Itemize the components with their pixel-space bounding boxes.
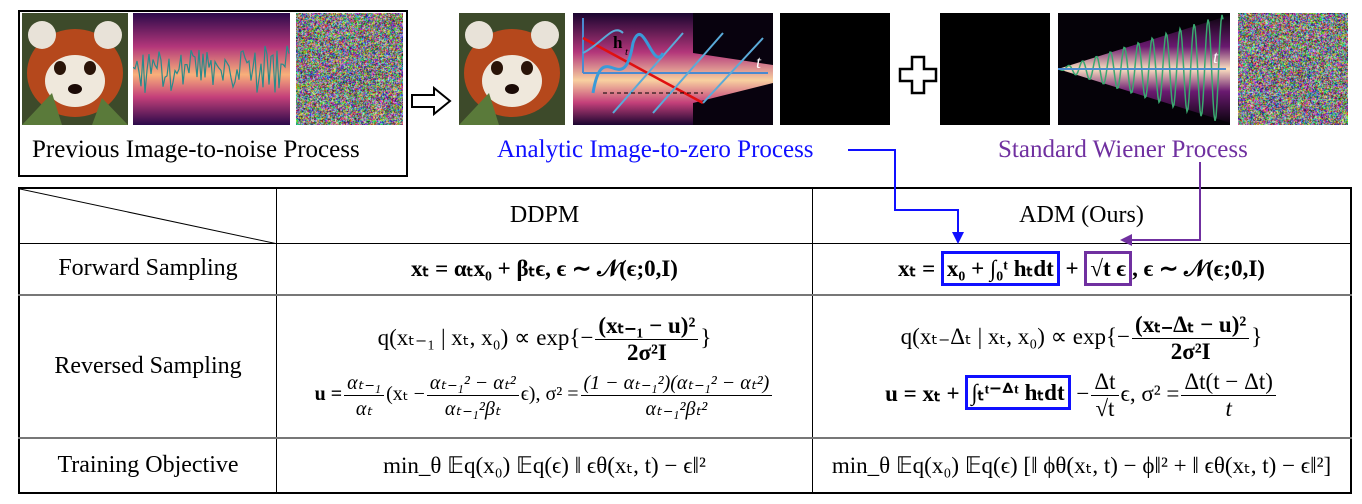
header-adm: ADM (Ours)	[813, 188, 1352, 243]
ddpm-forward-eq: xₜ = αₜx₀ + βₜϵ, ϵ ∼ 𝒩(ϵ;0,I)	[277, 243, 813, 295]
frac-den: αₜ	[344, 396, 384, 421]
adm-reversed-eq: q(xₜ₋Δₜ | xₜ, x₀) ∝ exp{− (xₜ₋Δₜ − u)² 2σ²…	[813, 295, 1352, 438]
plot-h-label: h	[613, 33, 623, 52]
eq-part: u = xₜ +	[885, 380, 965, 405]
red-panda-image	[22, 13, 128, 125]
ddpm-training-eq: min_θ 𝔼q(x₀) 𝔼q(ϵ) ‖ ϵθ(xₜ, t) − ϵ‖²	[277, 438, 813, 493]
frac-num: (xₜ₋₁ − u)²	[595, 313, 698, 340]
eq-part: q(xₜ₋₁ | xₜ, x₀) ∝ exp{−	[378, 324, 594, 349]
frac-num: αₜ₋₁	[344, 370, 384, 396]
header-ddpm: DDPM	[277, 188, 813, 243]
corner-cell	[19, 188, 277, 243]
outline-arrow-icon	[410, 86, 452, 121]
eq-part: q(xₜ₋Δₜ | xₜ, x₀) ∝ exp{−	[901, 323, 1130, 348]
comparison-table: DDPM ADM (Ours) Forward Sampling xₜ = αₜ…	[18, 187, 1352, 494]
adm-forward-eq: xₜ = x₀ + ∫₀ᵗ hₜdt + √t ϵ, ϵ ∼ 𝒩(ϵ;0,I)	[813, 243, 1352, 295]
eq-part: ϵ), σ² =	[521, 383, 579, 405]
analytic-process-label: Analytic Image-to-zero Process	[497, 136, 814, 164]
eq-part: ϵ, σ² =	[1121, 380, 1180, 405]
noisy-signal-plot	[133, 13, 290, 125]
row-label-training: Training Objective	[19, 438, 277, 493]
wiener-process-label: Standard Wiener Process	[998, 136, 1248, 164]
wiener-process-plot: t	[1058, 13, 1230, 125]
row-label-reversed: Reversed Sampling	[19, 295, 277, 438]
row-label-forward: Forward Sampling	[19, 243, 277, 295]
frac-num: Δt(t − Δt)	[1181, 369, 1276, 396]
frac-num: (1 − αₜ₋₁²)(αₜ₋₁² − αₜ²)	[581, 370, 773, 396]
plus-icon	[898, 55, 938, 100]
frac-num: (xₜ₋Δₜ − u)²	[1132, 312, 1249, 339]
frac-den: αₜ₋₁²βₜ²	[581, 396, 773, 421]
frac-num: Δt	[1091, 369, 1118, 396]
eq-part: }	[1251, 323, 1262, 348]
frac-den: t	[1181, 396, 1276, 422]
adm-training-eq: min_θ 𝔼q(x₀) 𝔼q(ϵ) [‖ ϕθ(xₜ, t) − ϕ‖² + …	[813, 438, 1352, 493]
zero-image-2	[940, 13, 1050, 125]
analytic-process-plot: h t t	[573, 13, 773, 125]
frac-den: 2σ²I	[1132, 339, 1249, 365]
eq-part: }	[700, 324, 711, 349]
eq-part: xₜ =	[898, 256, 941, 281]
noise-image-1	[296, 13, 403, 125]
eq-part: (xₜ −	[386, 383, 425, 405]
frac-den: αₜ₋₁²βₜ	[427, 396, 519, 421]
frac-den: √t	[1091, 396, 1118, 422]
analytic-reverse-term-box: ∫ₜᵗ⁻ᐞᵗ hₜdt	[965, 375, 1070, 410]
frac-num: αₜ₋₁² − αₜ²	[427, 370, 519, 396]
eq-part: −	[1071, 380, 1090, 405]
analytic-term-box: x₀ + ∫₀ᵗ hₜdt	[941, 251, 1060, 286]
eq-part: u =	[315, 383, 343, 405]
eq-part: , ϵ ∼ 𝒩(ϵ;0,I)	[1132, 256, 1265, 281]
noise-image-2	[1238, 13, 1348, 125]
zero-image	[780, 13, 890, 125]
red-panda-image-2	[457, 13, 567, 125]
eq-part: +	[1060, 256, 1085, 281]
ddpm-reversed-eq: q(xₜ₋₁ | xₜ, x₀) ∝ exp{− (xₜ₋₁ − u)² 2σ²I}…	[277, 295, 813, 438]
wiener-term-box: √t ϵ	[1084, 251, 1132, 286]
previous-process-label: Previous Image-to-noise Process	[32, 136, 360, 164]
frac-den: 2σ²I	[595, 340, 698, 366]
